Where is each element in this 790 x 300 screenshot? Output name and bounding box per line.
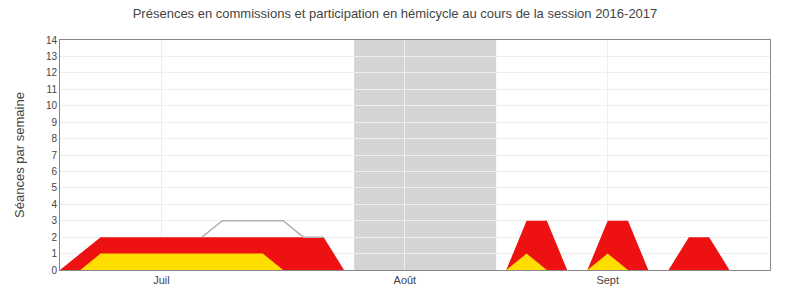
svg-text:12: 12 [46, 67, 58, 78]
svg-text:8: 8 [51, 133, 57, 144]
svg-text:Sept: Sept [596, 274, 619, 286]
svg-text:Séances par semaine: Séances par semaine [12, 92, 27, 218]
svg-text:3: 3 [51, 215, 57, 226]
svg-text:9: 9 [51, 117, 57, 128]
svg-text:1: 1 [51, 248, 57, 259]
svg-text:2: 2 [51, 232, 57, 243]
svg-text:Août: Août [394, 274, 417, 286]
svg-text:7: 7 [51, 150, 57, 161]
svg-text:5: 5 [51, 182, 57, 193]
svg-text:4: 4 [51, 199, 57, 210]
svg-text:0: 0 [51, 265, 57, 276]
svg-text:14: 14 [46, 35, 58, 46]
svg-text:6: 6 [51, 166, 57, 177]
svg-text:Présences en commissions et pa: Présences en commissions et participatio… [133, 6, 658, 21]
svg-text:10: 10 [46, 100, 58, 111]
svg-text:11: 11 [47, 84, 58, 95]
svg-text:Juil: Juil [153, 274, 170, 286]
svg-text:13: 13 [46, 51, 58, 62]
